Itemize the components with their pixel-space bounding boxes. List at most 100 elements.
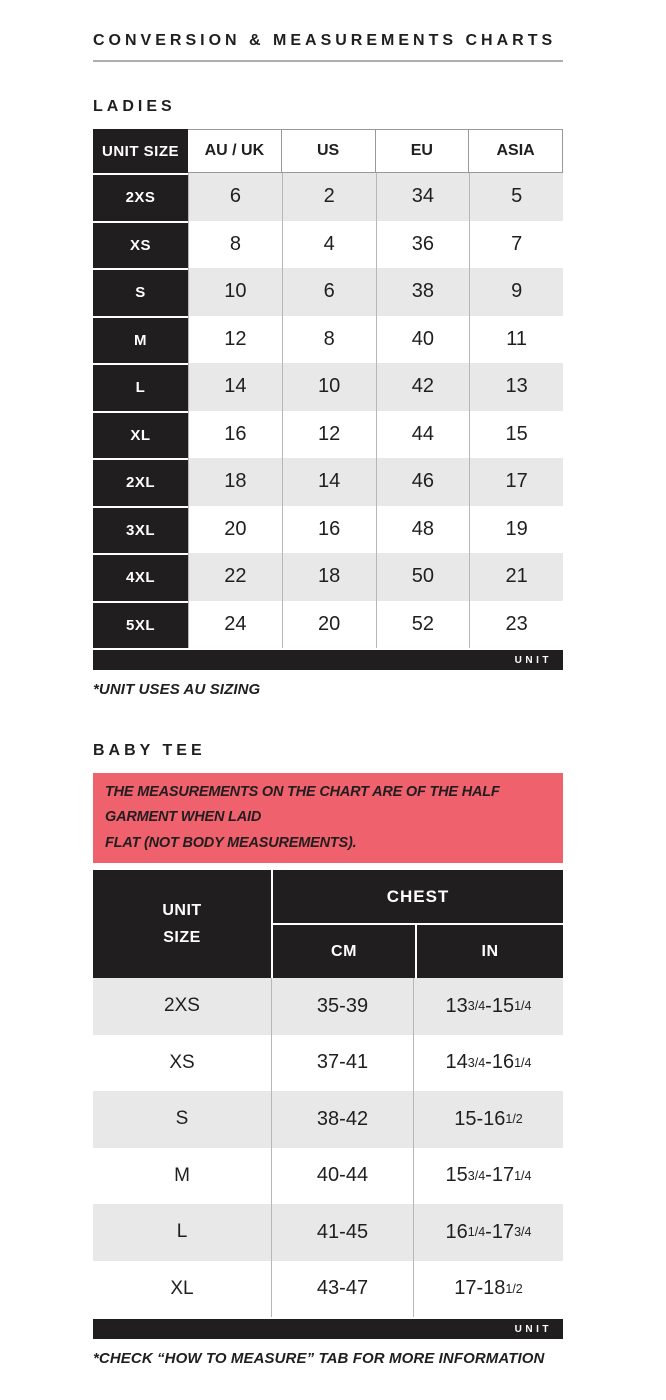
table-row: 2XS 6 2 34 5 [93, 173, 563, 221]
column-header-asia: ASIA [469, 129, 563, 173]
value-cell: 10 [188, 268, 282, 316]
fraction-text: 1/4 [514, 999, 532, 1014]
fraction-text: 3/4 [467, 1168, 486, 1183]
ladies-table-body: 2XS 6 2 34 5 XS 8 4 36 7 S 10 6 38 9 M 12 8 40 11 L 14 10 42 13 X… [93, 173, 563, 648]
value-cell: 24 [188, 600, 282, 648]
value-cell: 15 [469, 410, 563, 458]
value-cell: 17 [469, 458, 563, 506]
value-cell: 12 [188, 315, 282, 363]
ladies-sizing-note: *UNIT USES AU SIZING [93, 681, 261, 698]
value-cell: 8 [281, 315, 376, 363]
size-cell: 3XL [93, 505, 188, 553]
value-cell: 19 [469, 505, 563, 553]
value-cell: 14 [188, 363, 282, 411]
in-value-cell: 16 1/4 -17 3/4 [413, 1204, 563, 1261]
value-cell: 44 [375, 410, 470, 458]
size-cell: S [93, 1091, 271, 1148]
table-row: 2XL 18 14 46 17 [93, 458, 563, 506]
value-cell: 2 [281, 173, 376, 221]
value-cell: 8 [188, 220, 282, 268]
in-value-cell: 17-18 1/2 [413, 1260, 563, 1318]
size-cell: S [93, 268, 188, 316]
value-cell: 22 [188, 553, 282, 601]
value-cell: 23 [469, 600, 563, 648]
content-column: CONVERSION & MEASUREMENTS CHARTS LADIES … [93, 32, 563, 1367]
cm-value-cell: 43-47 [271, 1260, 413, 1318]
fraction-text: 1/4 [467, 1225, 486, 1240]
value-cell: 36 [375, 220, 470, 268]
table-row: XS 37-41 14 3/4 -16 1/4 [93, 1034, 563, 1092]
value-cell: 12 [281, 410, 376, 458]
size-cell: 5XL [93, 600, 188, 648]
chest-column-header: CHEST [273, 870, 563, 924]
size-cell: L [93, 1204, 271, 1261]
size-cell: 4XL [93, 553, 188, 601]
unit-brand-label: UNIT [514, 654, 552, 666]
table-row: XL 43-47 17-18 1/2 [93, 1260, 563, 1318]
value-cell: 16 [281, 505, 376, 553]
table-row: 5XL 24 20 52 23 [93, 600, 563, 648]
baby-tee-table-body: 2XS 35-39 13 3/4 -15 1/4 XS 37-41 14 3/4 -16 1/4 S 38… [93, 978, 563, 1318]
size-cell: 2XS [93, 978, 271, 1035]
chest-subheader-row: CM IN [273, 925, 563, 979]
cm-value-cell: 41-45 [271, 1204, 413, 1261]
value-cell: 20 [281, 600, 376, 648]
fraction-text: 1/2 [505, 1281, 523, 1296]
value-cell: 48 [375, 505, 470, 553]
table-row: 3XL 20 16 48 19 [93, 505, 563, 553]
value-cell: 38 [375, 268, 470, 316]
fraction-text: 1/2 [505, 1112, 523, 1127]
value-cell: 52 [375, 600, 470, 648]
size-cell: XS [93, 1034, 271, 1092]
in-column-header: IN [417, 925, 563, 979]
table-row: XS 8 4 36 7 [93, 220, 563, 268]
cm-value-cell: 35-39 [271, 978, 413, 1035]
size-cell: M [93, 315, 188, 363]
fraction-text: 3/4 [467, 999, 486, 1014]
in-value-cell: 14 3/4 -16 1/4 [413, 1034, 563, 1092]
value-cell: 16 [188, 410, 282, 458]
cm-value-cell: 38-42 [271, 1091, 413, 1148]
size-cell: 2XL [93, 458, 188, 506]
ladies-heading: LADIES [93, 98, 176, 115]
table-row: 2XS 35-39 13 3/4 -15 1/4 [93, 978, 563, 1035]
how-to-measure-note: *CHECK “HOW TO MEASURE” TAB FOR MORE INF… [93, 1350, 545, 1368]
column-header-eu: EU [375, 129, 470, 173]
value-cell: 18 [188, 458, 282, 506]
value-cell: 21 [469, 553, 563, 601]
unit-size-column-header: UNIT SIZE [93, 129, 188, 173]
value-cell: 6 [281, 268, 376, 316]
value-cell: 10 [281, 363, 376, 411]
table-row: 4XL 22 18 50 21 [93, 553, 563, 601]
measurement-notice-banner: THE MEASUREMENTS ON THE CHART ARE OF THE… [93, 773, 563, 864]
page-title: CONVERSION & MEASUREMENTS CHARTS [93, 32, 563, 62]
value-cell: 4 [281, 220, 376, 268]
baby-tee-measurements-table: UNIT SIZE CHEST CM IN 2XS 35-39 13 3/4 -15 1/… [93, 870, 563, 1340]
size-cell: XS [93, 220, 188, 268]
value-cell: 5 [469, 173, 563, 221]
ladies-table-header-row: UNIT SIZE AU / UK US EU ASIA [93, 129, 563, 173]
value-cell: 20 [188, 505, 282, 553]
chest-header-group: CHEST CM IN [273, 870, 563, 979]
in-value-cell: 15-16 1/2 [413, 1091, 563, 1148]
value-cell: 13 [469, 363, 563, 411]
in-value-cell: 15 3/4 -17 1/4 [413, 1147, 563, 1205]
table-row: L 14 10 42 13 [93, 363, 563, 411]
size-cell: M [93, 1147, 271, 1205]
size-cell: XL [93, 410, 188, 458]
fraction-text: 3/4 [514, 1225, 532, 1240]
cm-value-cell: 37-41 [271, 1034, 413, 1092]
value-cell: 18 [281, 553, 376, 601]
column-header-auuk: AU / UK [188, 129, 282, 173]
value-cell: 6 [188, 173, 282, 221]
value-cell: 40 [375, 315, 470, 363]
table-row: M 12 8 40 11 [93, 315, 563, 363]
ladies-conversion-table: UNIT SIZE AU / UK US EU ASIA 2XS 6 2 34 5 XS 8 4 36 7… [93, 129, 563, 670]
size-cell: XL [93, 1260, 271, 1318]
table-row: S 38-42 15-16 1/2 [93, 1091, 563, 1148]
size-cell: 2XS [93, 173, 188, 221]
value-cell: 9 [469, 268, 563, 316]
unit-brand-label: UNIT [514, 1323, 552, 1335]
baby-tee-table-footer-bar: UNIT [93, 1319, 563, 1340]
value-cell: 7 [469, 220, 563, 268]
